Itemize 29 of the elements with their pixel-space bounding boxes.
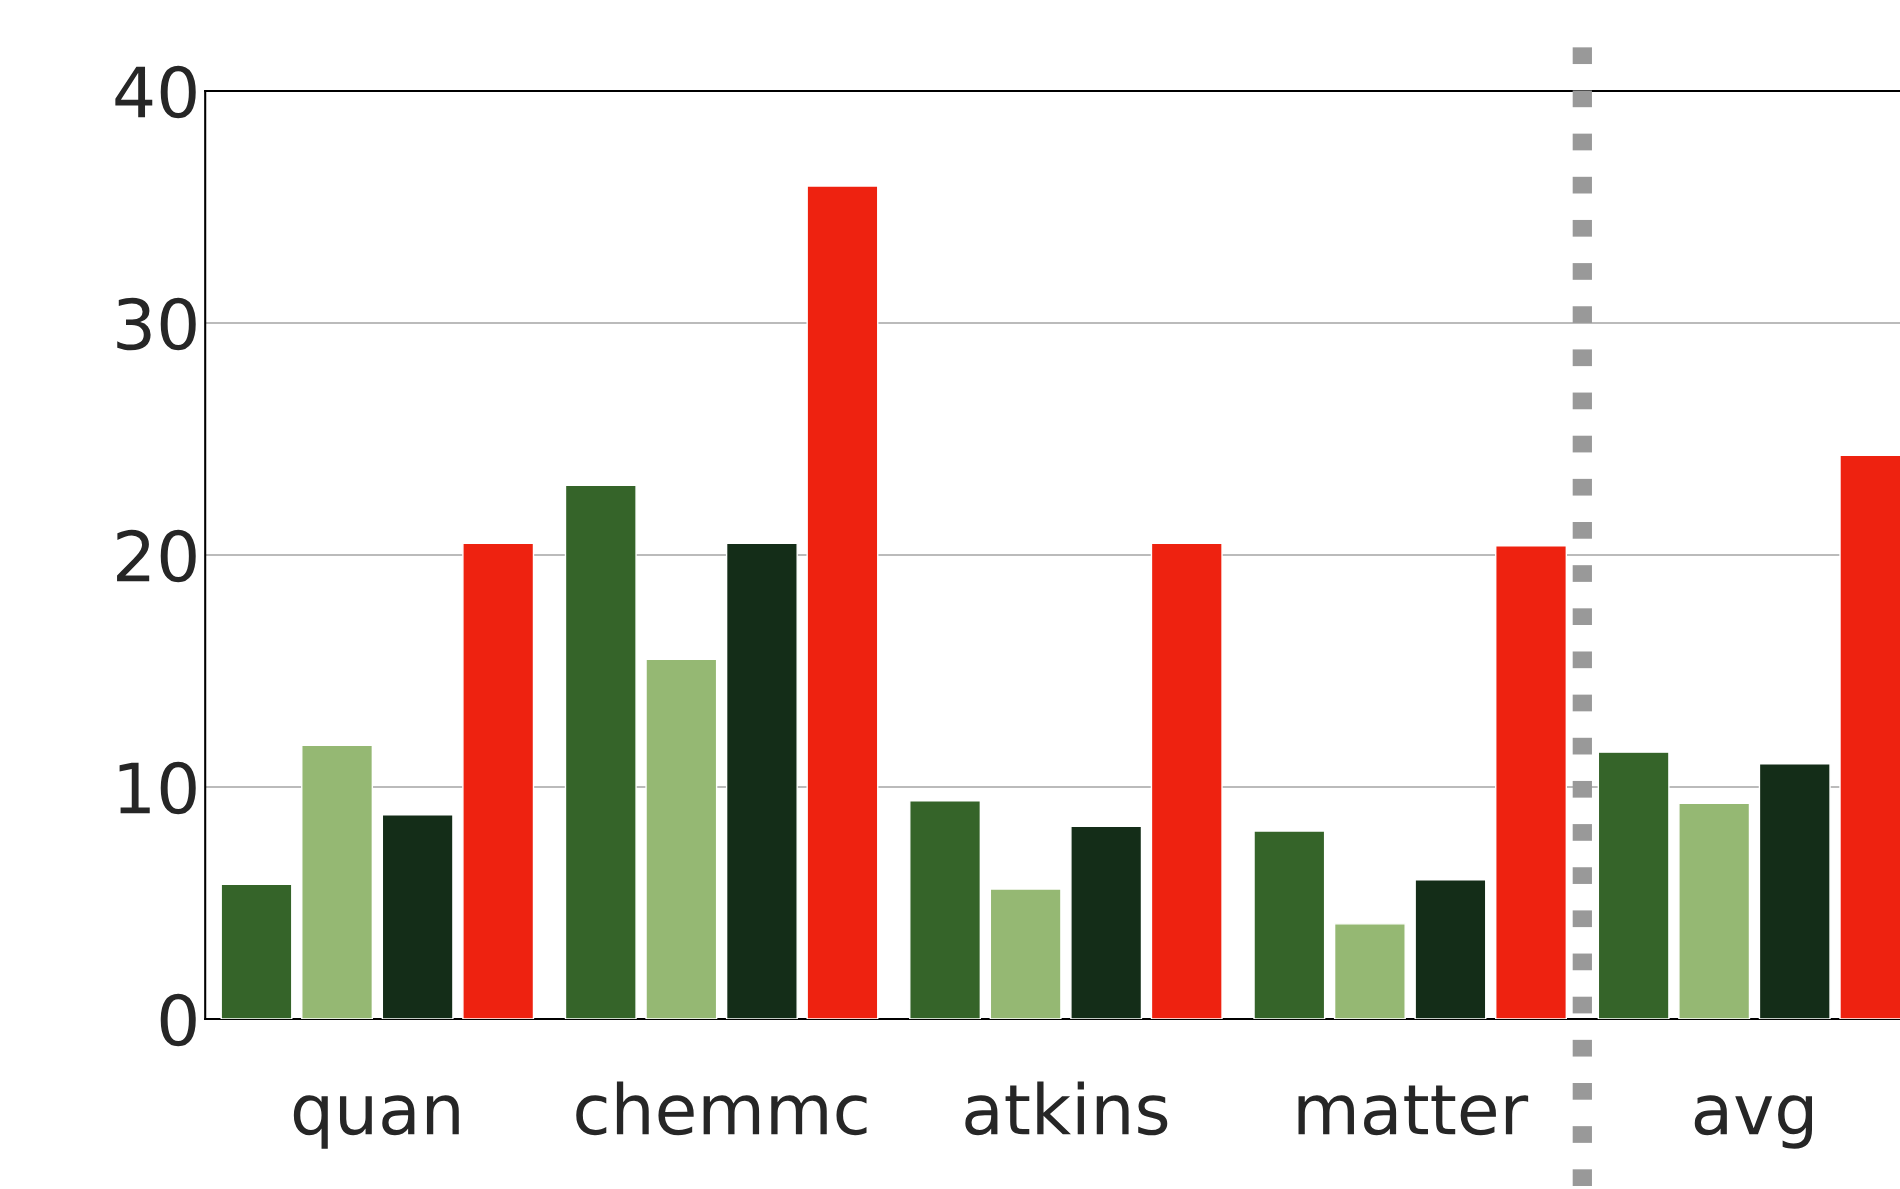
- bar: [1414, 879, 1487, 1019]
- bar: [220, 883, 293, 1019]
- bar: [645, 658, 718, 1019]
- x-tick-label: atkins: [965, 1081, 1168, 1136]
- x-tick-label: quan: [293, 1095, 459, 1149]
- x-tick-label: matter: [1298, 1085, 1529, 1136]
- bar: [909, 800, 982, 1019]
- bar: [462, 542, 535, 1019]
- bar: [301, 744, 374, 1019]
- bar: [1150, 542, 1223, 1019]
- bar: [1758, 763, 1831, 1019]
- y-tick-label: 0: [160, 993, 196, 1047]
- bar: [725, 542, 798, 1019]
- bar: [564, 484, 637, 1019]
- y-tick-label: 20: [117, 529, 196, 583]
- x-tick-label: chemmc: [576, 1081, 867, 1136]
- y-tick-label: 30: [117, 297, 196, 351]
- bar: [989, 888, 1062, 1019]
- bar: [381, 814, 454, 1019]
- bar: [1495, 544, 1568, 1019]
- bar: [806, 185, 879, 1019]
- bar: [1678, 802, 1751, 1019]
- bar: [1333, 923, 1406, 1019]
- bar: [1597, 751, 1670, 1019]
- bar: [1070, 825, 1143, 1019]
- x-tick-label: avg: [1694, 1095, 1813, 1149]
- y-tick-label: 40: [115, 65, 196, 119]
- y-tick-label: 10: [119, 761, 196, 815]
- bar: [1253, 830, 1326, 1019]
